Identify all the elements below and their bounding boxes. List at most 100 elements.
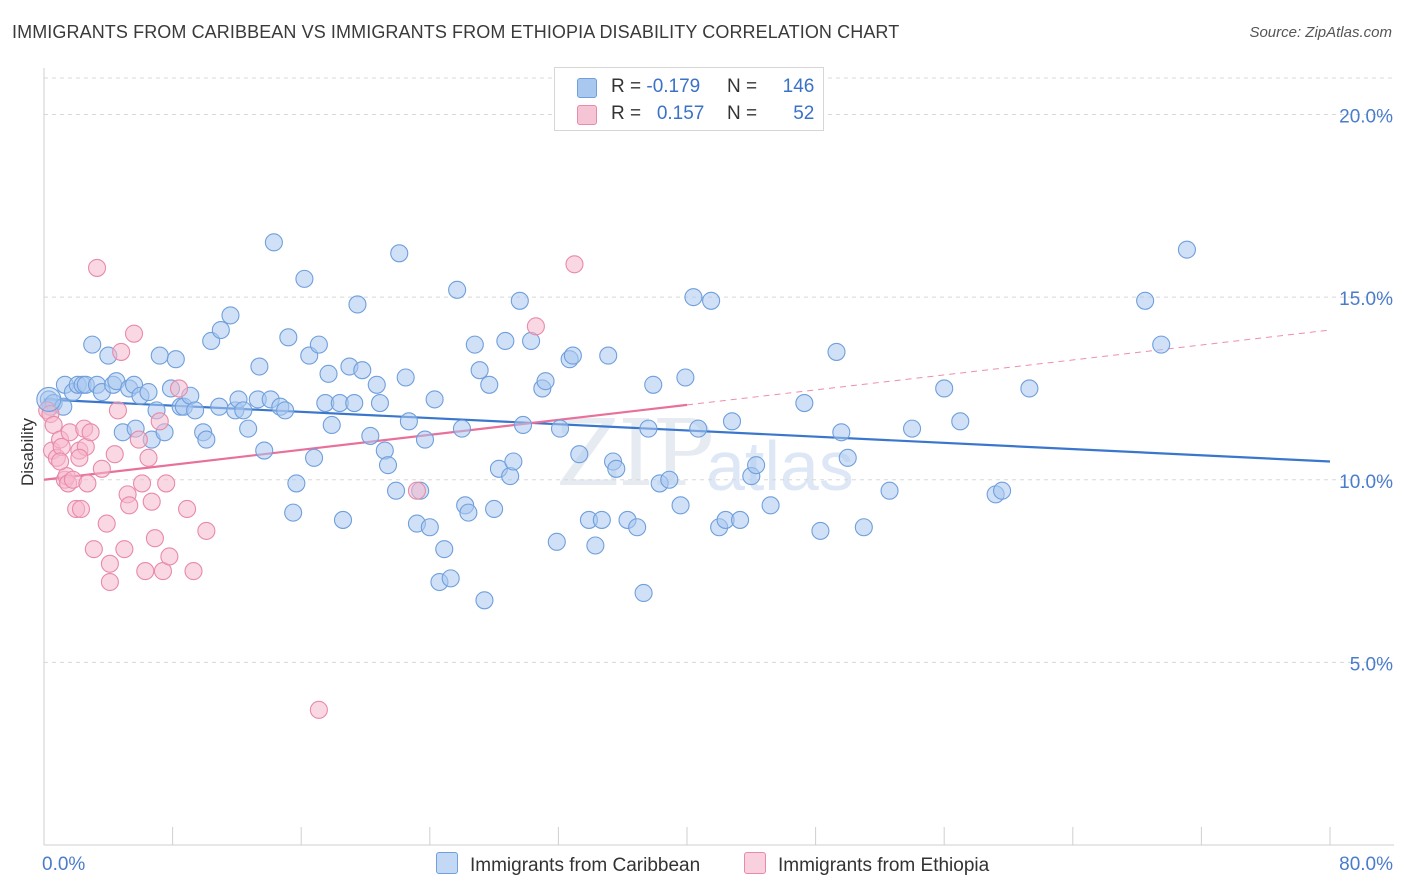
caribbean-point [448,280,467,299]
caribbean-point [639,419,658,438]
ethiopia-point [184,562,203,581]
caribbean-point [139,383,158,402]
caribbean-point [239,419,258,438]
caribbean-point [1020,379,1039,398]
caribbean-point [563,346,582,365]
ethiopia-point [81,423,100,442]
caribbean-point [348,295,367,314]
ethiopia-point [145,529,164,548]
caribbean-point [305,448,324,467]
caribbean-point [420,518,439,537]
caribbean-point [1152,335,1171,354]
caribbean-point [309,335,328,354]
caribbean-point [902,419,922,438]
caribbean-point [730,510,750,529]
ethiopia-point [129,430,148,449]
caribbean-point [628,518,647,537]
ethiopia-point [115,540,134,559]
n-stat-ethiopia: N = 52 [727,103,815,124]
caribbean-point [475,591,494,610]
caribbean-point [1177,240,1196,259]
caribbean-point [295,269,314,288]
stats-legend: R = -0.179 N = 146 R = 0.157 N = 52 [554,67,824,131]
ethiopia-point [92,459,111,478]
caribbean-point [264,233,283,252]
caribbean-point [676,368,695,387]
ethiopia-point [133,474,152,493]
caribbean-point [459,503,478,522]
caribbean-point [441,569,460,588]
ethiopia-point [78,474,97,493]
caribbean-point [210,397,229,416]
caribbean-point [827,342,846,361]
series-legend: Immigrants from Caribbean Immigrants fro… [0,852,1406,878]
caribbean-point [375,441,394,460]
y-tick-label: 20.0% [1339,107,1393,128]
caribbean-point [722,412,742,431]
legend-item-ethiopia[interactable]: Immigrants from Ethiopia [744,852,989,877]
caribbean-point [396,368,415,387]
caribbean-point [547,532,566,551]
ethiopia-point [142,492,161,511]
caribbean-point [367,375,386,394]
ethiopia-swatch [577,105,597,125]
caribbean-point [592,510,611,529]
caribbean-point [322,415,341,435]
ethiopia-point [105,445,124,464]
caribbean-point [689,419,708,438]
caribbean-point [634,583,653,603]
caribbean-point [465,335,484,354]
caribbean-point [221,306,240,325]
ethiopia-point [150,412,169,431]
caribbean-point [832,423,851,442]
caribbean-point [586,536,605,555]
caribbean-point [186,401,205,420]
caribbean-point [671,496,690,515]
ethiopia-point [112,342,131,361]
ethiopia-point [197,521,216,540]
ethiopia-point [100,572,119,592]
legend-label-caribbean: Immigrants from Caribbean [470,855,701,876]
caribbean-point [435,540,454,559]
caribbean-trend-line [43,398,1331,463]
caribbean-point [550,419,570,438]
caribbean-point [504,452,523,471]
ethiopia-point [51,452,70,471]
caribbean-point [166,350,185,369]
caribbean-point [485,499,504,519]
ethiopia-legend-swatch [744,852,766,874]
ethiopia-point [157,474,176,493]
caribbean-point [386,481,406,500]
ethiopia-point [309,700,328,719]
ethiopia-point [124,324,144,343]
caribbean-point [370,394,390,413]
ethiopia-point [97,514,116,533]
caribbean-point [684,288,703,307]
data-points [36,233,1196,719]
watermark-atlas: atlas [706,427,854,505]
caribbean-point [333,510,353,529]
caribbean-point [284,503,303,522]
caribbean-point [599,346,618,365]
caribbean-point [452,419,472,438]
source-label: Source: ZipAtlas.com [1249,24,1392,41]
caribbean-point [480,375,499,394]
ethiopia-point [407,481,426,500]
caribbean-point [660,470,679,489]
caribbean-point [993,481,1012,500]
chart-title: IMMIGRANTS FROM CARIBBEAN VS IMMIGRANTS … [12,22,900,42]
caribbean-point [83,335,102,354]
ethiopia-point [120,496,139,515]
caribbean-point [390,244,409,263]
r-stat-ethiopia: R = 0.157 [611,103,705,124]
ethiopia-point [565,255,584,274]
ethiopia-trend-line-extension [686,329,1331,406]
caribbean-point [470,361,489,380]
caribbean-point [536,372,555,391]
ethiopia-point [526,317,545,336]
legend-item-caribbean[interactable]: Immigrants from Caribbean [436,852,700,877]
caribbean-point [761,496,780,515]
ethiopia-point [70,448,89,467]
gridlines [44,77,1392,663]
